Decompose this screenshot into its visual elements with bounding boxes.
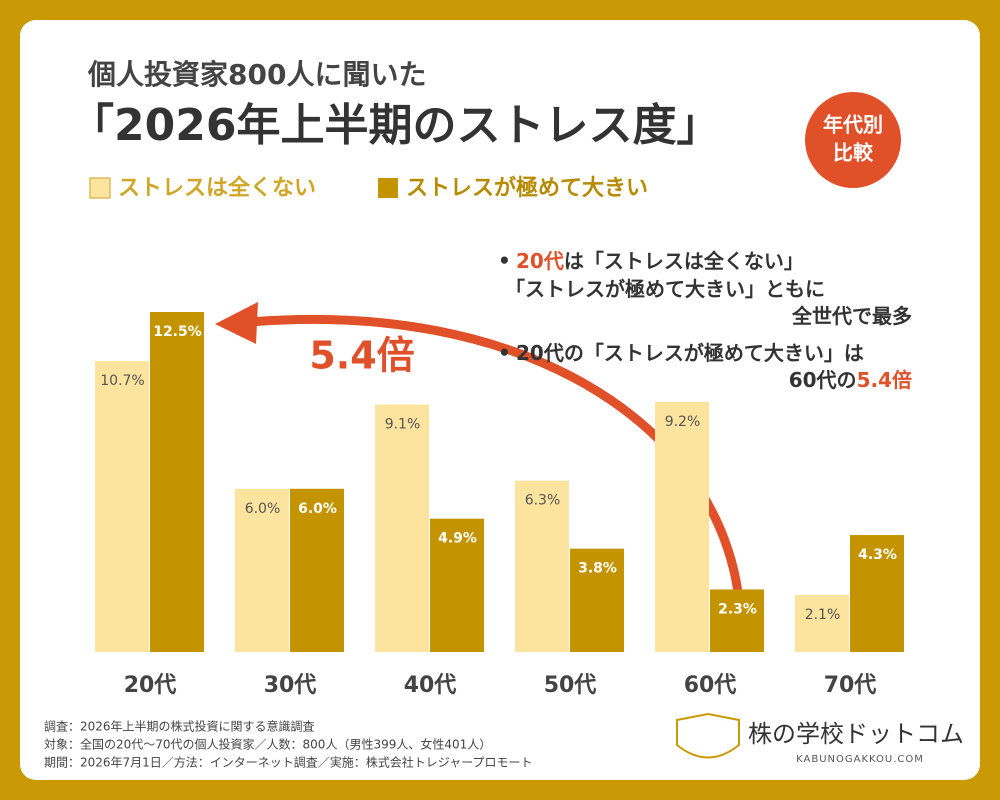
value-label: 4.9% xyxy=(438,531,477,547)
bar xyxy=(95,360,149,652)
x-tick-label: 60代 xyxy=(684,673,737,698)
legend-swatch xyxy=(378,178,398,198)
note-line: 20代は「ストレスは全くない」 xyxy=(516,249,804,273)
value-label: 9.2% xyxy=(665,414,701,430)
note-text: は「ストレスは全くない」 xyxy=(564,249,804,273)
x-tick-label: 20代 xyxy=(124,673,177,698)
badge-text: 比較 xyxy=(833,141,874,165)
note-text: 20代の「ストレスが極めて大きい」は xyxy=(516,341,864,365)
value-label: 3.8% xyxy=(578,561,617,577)
note-line: 「ストレスが極めて大きい」ともに xyxy=(505,277,825,301)
bar xyxy=(375,404,429,652)
bar xyxy=(150,312,204,652)
x-tick-label: 40代 xyxy=(404,673,457,698)
value-label: 12.5% xyxy=(153,324,202,340)
logo-url: KABUNOGAKKOU.COM xyxy=(796,754,924,765)
footer: 調査：2026年上半期の株式投資に関する意識調査対象：全国の20代〜70代の個人… xyxy=(44,719,533,770)
footer-line: 対象：全国の20代〜70代の個人投資家／人数：800人（男性399人、女性401… xyxy=(44,737,491,752)
value-label: 6.0% xyxy=(245,501,281,517)
note-line: 全世代で最多 xyxy=(791,304,912,328)
value-label: 2.1% xyxy=(805,607,841,623)
legend-label: ストレスが極めて大きい xyxy=(406,175,648,201)
value-label: 6.0% xyxy=(298,501,337,517)
footer-line: 調査：2026年上半期の株式投資に関する意識調査 xyxy=(44,719,315,734)
arrow-head xyxy=(215,302,258,344)
bar xyxy=(235,488,289,652)
value-label: 10.7% xyxy=(100,373,144,389)
footer-line: 期間：2026年7月1日／方法：インターネット調査／実施：株式会社トレジャープロ… xyxy=(44,755,533,770)
subtitle: 「2026年上半期のストレス度」 xyxy=(70,100,720,151)
bullet: • xyxy=(498,341,511,365)
bar xyxy=(850,535,904,652)
note-line: 60代の5.4倍 xyxy=(789,368,912,392)
bar xyxy=(710,589,764,652)
legend-label: ストレスは全くない xyxy=(118,175,316,201)
note-text: 全世代で最多 xyxy=(791,304,912,328)
value-label: 4.3% xyxy=(858,547,897,563)
bar xyxy=(655,401,709,652)
bar xyxy=(430,518,484,652)
note-line: 20代の「ストレスが極めて大きい」は xyxy=(516,341,864,365)
value-label: 6.3% xyxy=(525,493,561,509)
value-label: 9.1% xyxy=(385,416,421,432)
note-text: 「ストレスが極めて大きい」ともに xyxy=(505,277,825,301)
x-tick-label: 50代 xyxy=(544,673,597,698)
title: 個人投資家800人に聞いた xyxy=(87,58,426,91)
annotation: 5.4倍 xyxy=(309,334,414,378)
value-label: 2.3% xyxy=(718,601,757,617)
x-tick-label: 70代 xyxy=(824,673,877,698)
bar xyxy=(570,548,624,652)
note-text: 5.4倍 xyxy=(857,368,912,392)
legend-swatch xyxy=(89,177,111,199)
badge xyxy=(805,92,901,188)
bar xyxy=(290,488,344,652)
bar xyxy=(795,594,849,652)
note-text: 60代の xyxy=(789,368,857,392)
logo-shield xyxy=(676,712,740,759)
x-tick-label: 30代 xyxy=(264,673,317,698)
bullet: • xyxy=(498,249,511,273)
arrow xyxy=(249,314,743,593)
bar xyxy=(515,480,569,652)
logo-name: 株の学校ドットコム xyxy=(748,720,964,748)
note-text: 20代 xyxy=(516,249,564,273)
badge-text: 年代別 xyxy=(823,113,883,137)
